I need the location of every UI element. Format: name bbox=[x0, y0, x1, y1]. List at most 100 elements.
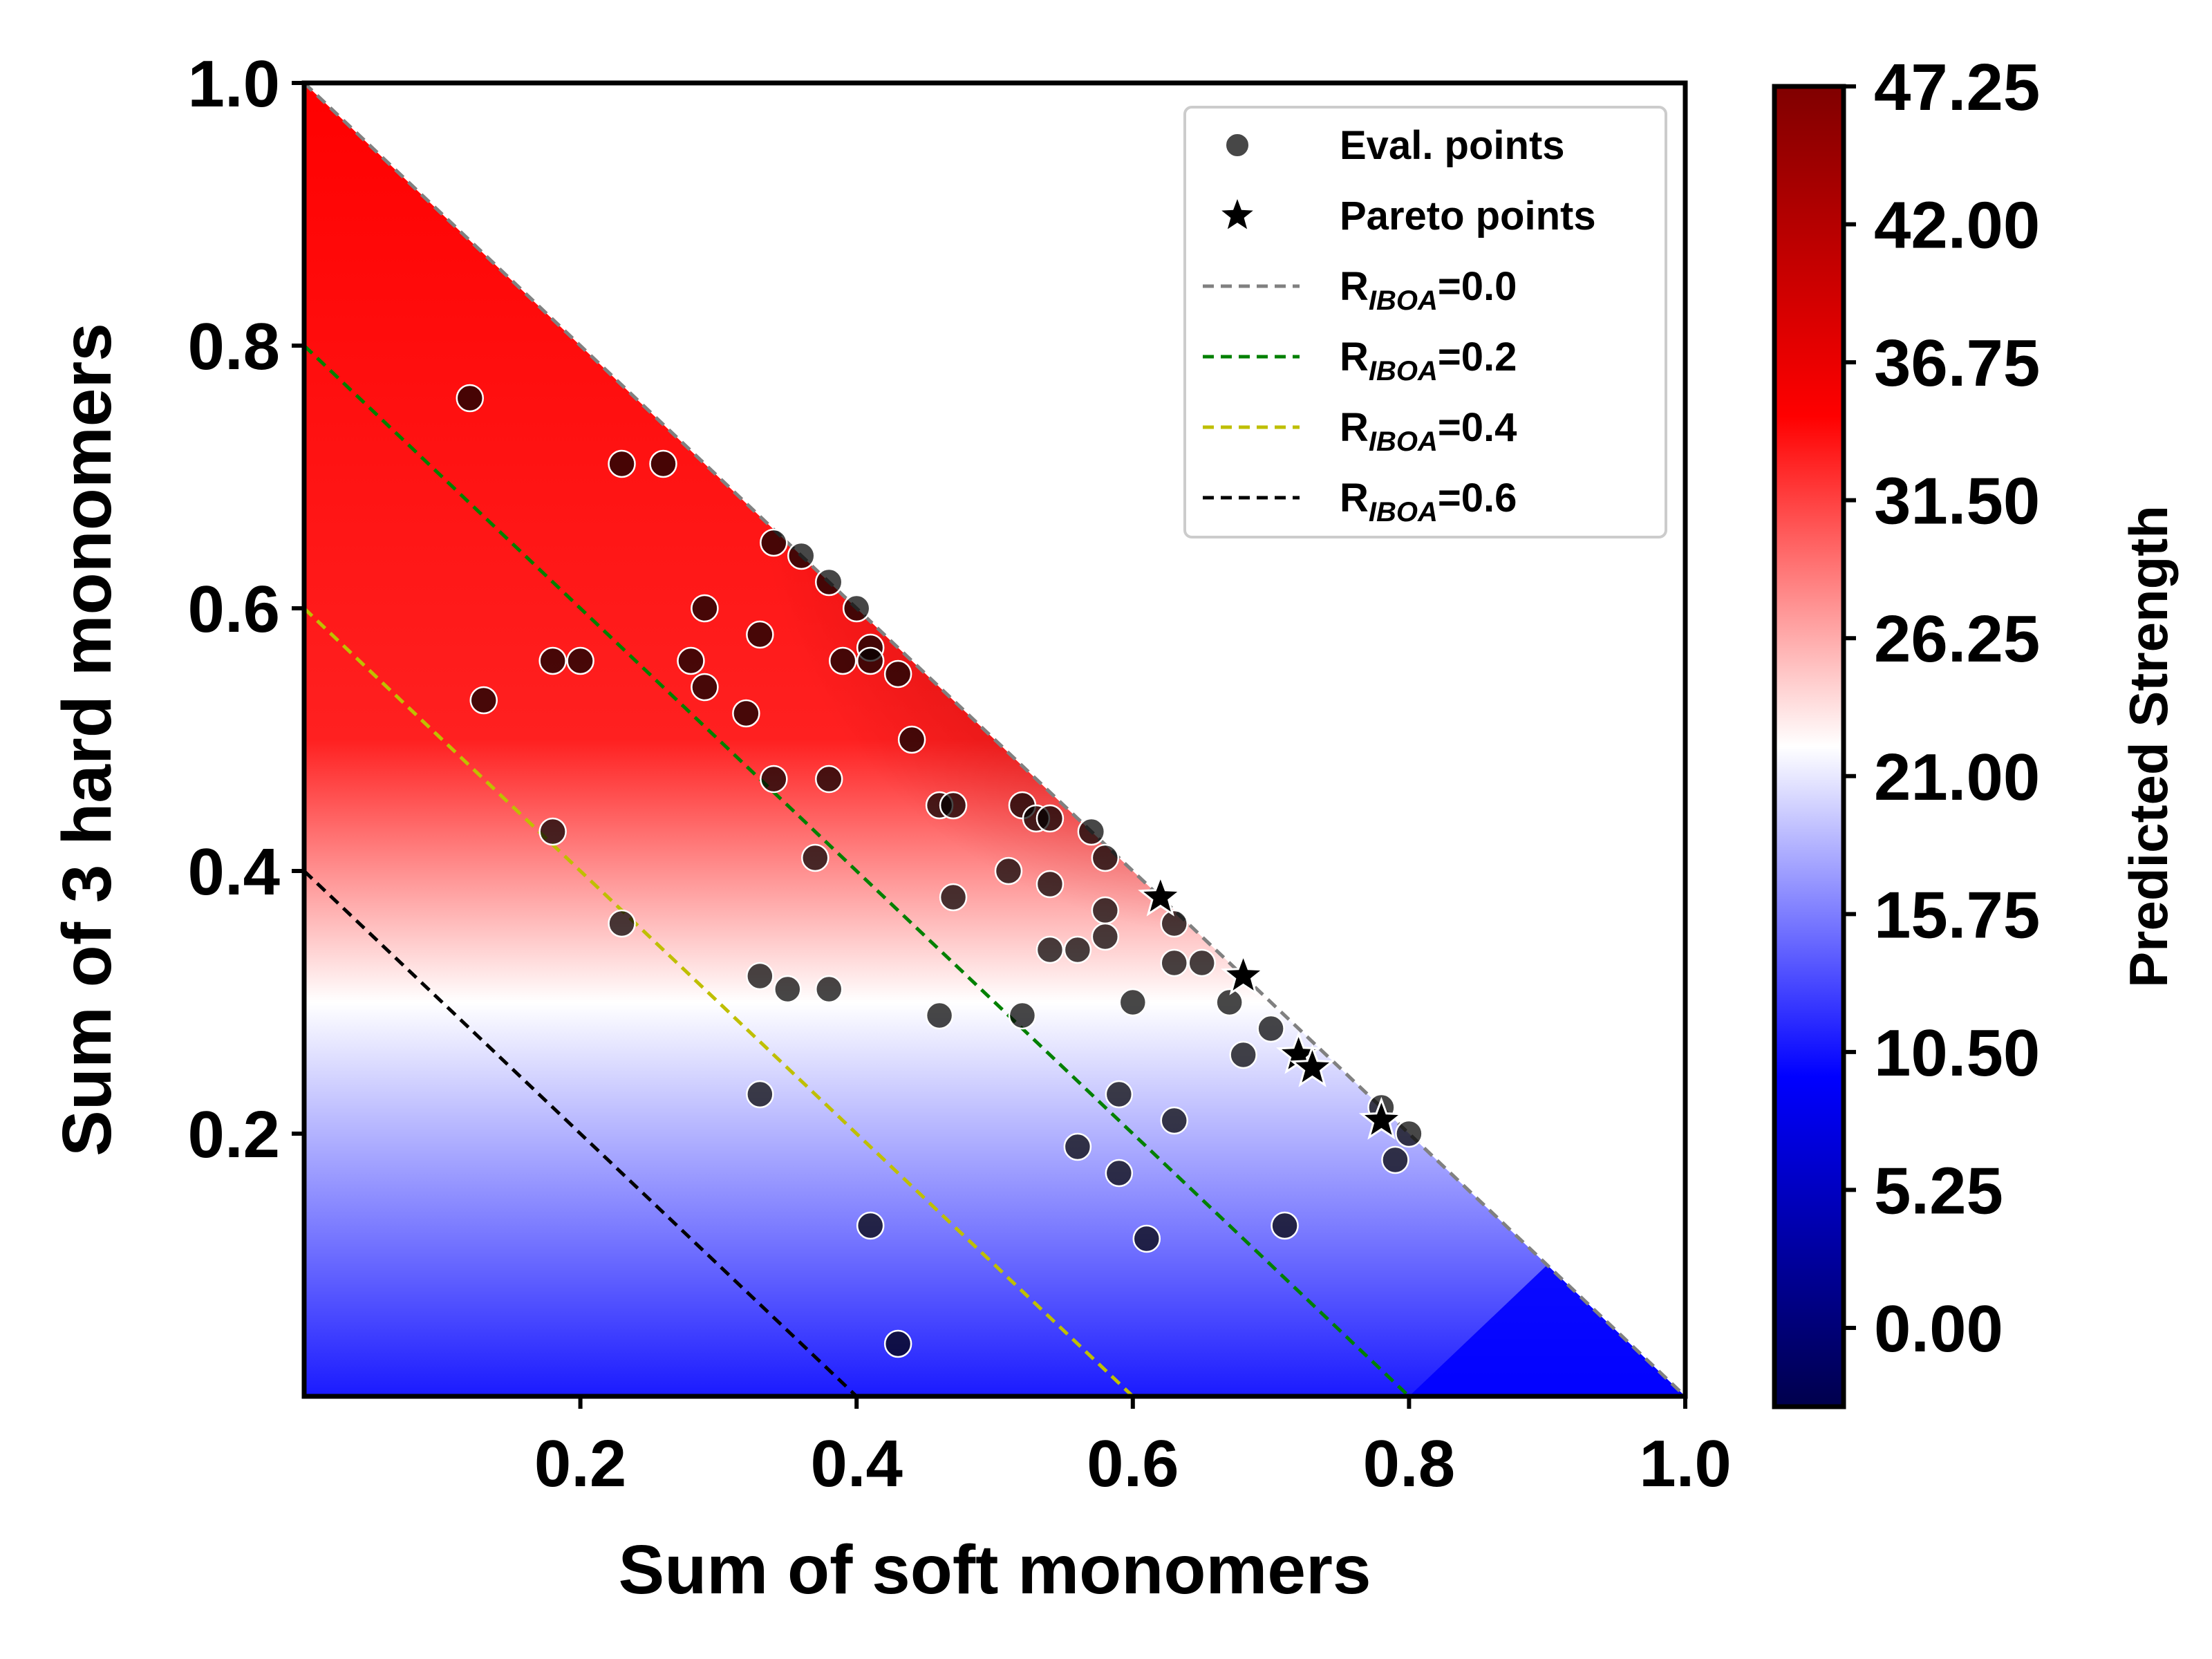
colorbar-ticks: 0.00 5.25 10.50 15.75 21.00 26.25 31.50 36.75 42… bbox=[1844, 50, 2040, 1366]
constraint-lines bbox=[304, 83, 1685, 1396]
eval-point bbox=[787, 541, 816, 570]
eval-point bbox=[1160, 1106, 1188, 1135]
eval-point bbox=[1118, 988, 1147, 1017]
colorbar-title: Predicted Strength bbox=[2118, 505, 2179, 988]
y-axis-title: Sum of 3 hard monomers bbox=[48, 323, 126, 1156]
eval-point bbox=[677, 646, 705, 675]
x-axis-title: Sum of soft monomers bbox=[619, 1531, 1371, 1609]
colorbar-tick-label: 15.75 bbox=[1874, 878, 2040, 952]
x-axis-ticks: 0.2 0.4 0.6 0.8 1.0 bbox=[534, 1396, 1732, 1501]
legend-circle-marker bbox=[1225, 133, 1250, 158]
constraint-line bbox=[304, 870, 858, 1396]
eval-point bbox=[746, 962, 774, 991]
eval-point bbox=[746, 620, 774, 649]
eval-point bbox=[566, 646, 594, 675]
eval-point bbox=[732, 699, 760, 728]
legend: Eval. points Pareto points RIBOA=0.0 RIBOA=… bbox=[1183, 106, 1667, 538]
legend-label: RIBOA=0.4 bbox=[1340, 405, 1517, 457]
eval-point bbox=[760, 765, 788, 794]
eval-point bbox=[1160, 948, 1188, 977]
colorbar-tick-label: 31.50 bbox=[1874, 465, 2040, 538]
eval-point bbox=[469, 686, 498, 715]
eval-point bbox=[939, 791, 968, 820]
eval-point bbox=[1035, 935, 1065, 964]
eval-point bbox=[814, 568, 843, 597]
x-tick-label: 0.2 bbox=[534, 1427, 626, 1501]
legend-label: RIBOA=0.2 bbox=[1340, 335, 1517, 386]
constraint-line bbox=[304, 83, 1685, 1396]
colorbar-tick-label: 42.00 bbox=[1874, 189, 2040, 263]
x-tick-label: 0.4 bbox=[810, 1427, 902, 1501]
colorbar: 0.00 5.25 10.50 15.75 21.00 26.25 31.50 36.75 42… bbox=[1772, 50, 2179, 1409]
eval-point bbox=[1105, 1080, 1134, 1109]
low-strength-corner bbox=[1409, 1265, 1685, 1396]
eval-points bbox=[456, 384, 1423, 1358]
colorbar-tick-label: 10.50 bbox=[1874, 1016, 2040, 1090]
colorbar-tick-label: 47.25 bbox=[1874, 50, 2040, 124]
eval-point bbox=[774, 975, 802, 1004]
y-tick-label: 0.8 bbox=[188, 310, 280, 384]
colorbar-tick-label: 0.00 bbox=[1874, 1292, 2003, 1366]
eval-point bbox=[608, 909, 636, 938]
colorbar-tick-label: 26.25 bbox=[1874, 602, 2040, 676]
x-tick-label: 0.6 bbox=[1087, 1427, 1179, 1501]
constraint-line bbox=[304, 607, 1134, 1396]
eval-point bbox=[925, 1001, 954, 1030]
pareto-points bbox=[1138, 873, 1405, 1140]
eval-point bbox=[856, 646, 885, 675]
eval-point bbox=[649, 449, 677, 478]
eval-point bbox=[842, 594, 871, 623]
x-tick-label: 1.0 bbox=[1639, 1427, 1731, 1501]
eval-point bbox=[1091, 896, 1120, 925]
eval-point bbox=[608, 449, 636, 478]
eval-point bbox=[1132, 1224, 1161, 1253]
y-tick-label: 0.4 bbox=[188, 835, 280, 909]
colorbar-fill bbox=[1772, 84, 1846, 1409]
x-tick-label: 0.8 bbox=[1363, 1427, 1455, 1501]
eval-point bbox=[883, 659, 912, 688]
legend-box bbox=[1183, 106, 1667, 538]
eval-point bbox=[1035, 870, 1065, 899]
legend-label: Pareto points bbox=[1340, 194, 1596, 238]
eval-point bbox=[746, 1080, 774, 1109]
legend-label: RIBOA=0.6 bbox=[1340, 476, 1517, 527]
eval-point bbox=[994, 856, 1023, 885]
eval-point bbox=[1257, 1014, 1285, 1043]
eval-point bbox=[1063, 1132, 1092, 1161]
pareto-point bbox=[1221, 952, 1266, 995]
plot-area bbox=[304, 83, 1685, 1396]
y-tick-label: 0.2 bbox=[188, 1098, 280, 1172]
eval-point bbox=[1271, 1211, 1299, 1240]
eval-point bbox=[1381, 1145, 1409, 1174]
legend-label: Eval. points bbox=[1340, 123, 1565, 168]
eval-point bbox=[1229, 1040, 1257, 1069]
axes-frame bbox=[301, 80, 1688, 1399]
eval-point bbox=[814, 975, 843, 1004]
y-axis-ticks: 0.2 0.4 0.6 0.8 1.0 bbox=[188, 47, 304, 1172]
eval-point bbox=[1008, 1001, 1037, 1030]
colorbar-tick-label: 36.75 bbox=[1874, 326, 2040, 400]
pareto-point bbox=[1138, 873, 1183, 917]
eval-point bbox=[1395, 1119, 1423, 1148]
eval-point bbox=[691, 673, 719, 702]
constraint-line bbox=[304, 344, 1411, 1396]
y-tick-label: 1.0 bbox=[188, 47, 280, 121]
eval-point bbox=[883, 1329, 912, 1358]
eval-point bbox=[814, 765, 843, 794]
eval-point bbox=[1077, 817, 1106, 846]
eval-point bbox=[939, 883, 968, 912]
colorbar-tick-label: 21.00 bbox=[1874, 740, 2040, 814]
eval-point bbox=[760, 528, 788, 557]
eval-point bbox=[1035, 804, 1065, 833]
eval-point bbox=[1160, 909, 1188, 938]
eval-point bbox=[856, 1211, 885, 1240]
eval-point bbox=[538, 646, 567, 675]
legend-star-marker bbox=[1221, 199, 1253, 229]
colorbar-tick-label: 5.25 bbox=[1874, 1154, 2003, 1228]
eval-point bbox=[828, 646, 857, 675]
eval-point bbox=[1091, 843, 1120, 872]
pareto-point bbox=[1289, 1044, 1335, 1087]
eval-point bbox=[1091, 922, 1120, 951]
eval-point bbox=[1215, 988, 1244, 1017]
